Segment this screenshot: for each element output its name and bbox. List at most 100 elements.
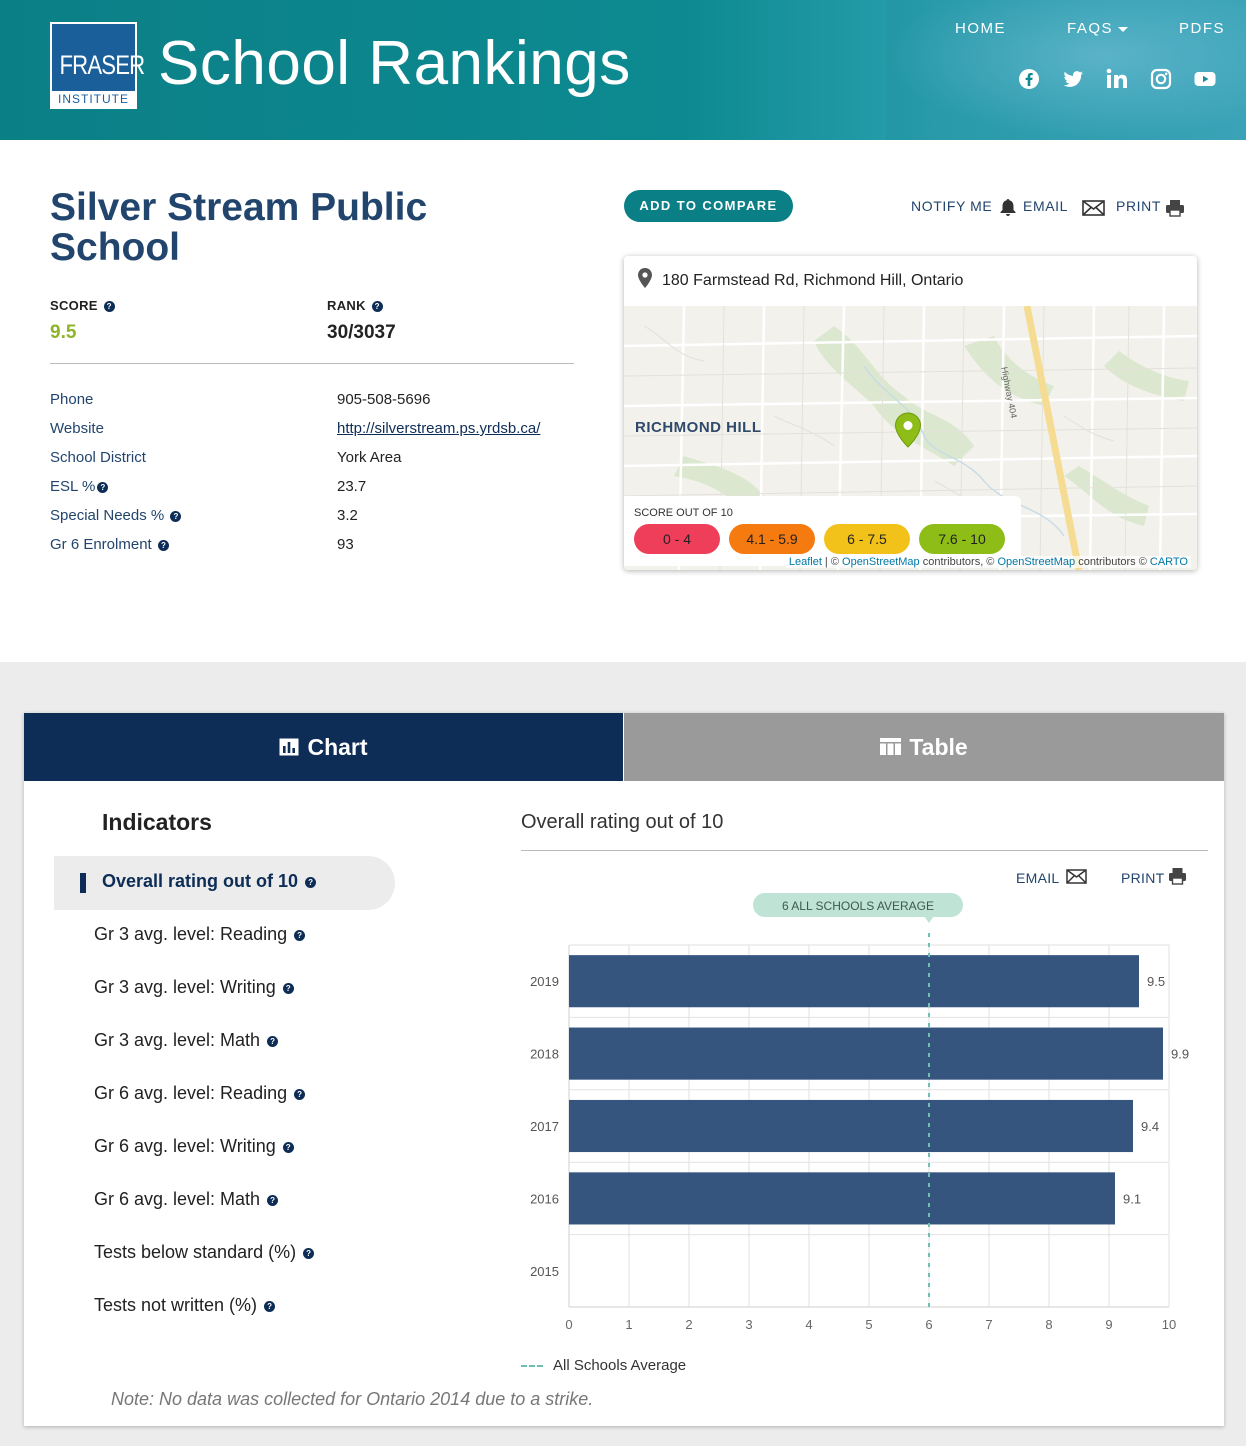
indicator-overall-rating[interactable]: Overall rating out of 10 ? bbox=[54, 856, 395, 910]
nav-faqs-label: FAQS bbox=[1067, 20, 1114, 37]
school-address: 180 Farmstead Rd, Richmond Hill, Ontario bbox=[662, 272, 964, 289]
chevron-down-icon bbox=[1118, 26, 1129, 32]
indicator-gr3-reading[interactable]: Gr 3 avg. level: Reading ? bbox=[94, 924, 306, 945]
nav-pdfs[interactable]: PDFS bbox=[1179, 20, 1226, 37]
help-icon[interactable]: ? bbox=[305, 876, 317, 888]
help-icon[interactable]: ? bbox=[264, 1300, 276, 1312]
help-icon[interactable]: ? bbox=[170, 510, 182, 522]
chart-legend: All Schools Average bbox=[521, 1357, 686, 1374]
x-tick-label: 2 bbox=[685, 1317, 692, 1332]
help-icon[interactable]: ? bbox=[371, 301, 383, 313]
score-legend: SCORE OUT OF 10 0 - 4 4.1 - 5.9 6 - 7.5 … bbox=[624, 496, 1021, 566]
tab-table-label: Table bbox=[909, 734, 968, 760]
help-icon[interactable]: ? bbox=[157, 539, 169, 551]
x-tick-label: 4 bbox=[805, 1317, 812, 1332]
indicator-label: Gr 6 avg. level: Reading bbox=[94, 1083, 288, 1103]
printer-icon[interactable] bbox=[1168, 867, 1187, 885]
bell-icon[interactable] bbox=[999, 198, 1017, 217]
osm-link[interactable]: OpenStreetMap bbox=[842, 556, 920, 568]
attribution-text: contributors © bbox=[1075, 556, 1150, 568]
table-icon bbox=[880, 738, 902, 756]
osm-link[interactable]: OpenStreetMap bbox=[997, 556, 1076, 568]
indicator-tests-not-written[interactable]: Tests not written (%) ? bbox=[94, 1295, 276, 1316]
y-category-label: 2016 bbox=[530, 1191, 559, 1206]
bar bbox=[569, 1099, 1133, 1153]
chart-print-button[interactable]: PRINT bbox=[1121, 870, 1165, 886]
x-tick-label: 5 bbox=[865, 1317, 872, 1332]
x-tick-label: 1 bbox=[625, 1317, 632, 1332]
printer-icon[interactable] bbox=[1165, 199, 1185, 217]
indicator-gr3-writing[interactable]: Gr 3 avg. level: Writing ? bbox=[94, 977, 294, 998]
school-marker-icon[interactable] bbox=[894, 412, 922, 448]
website-label: Website bbox=[50, 420, 104, 437]
envelope-icon[interactable] bbox=[1082, 200, 1105, 216]
logo-subtitle: INSTITUTE bbox=[52, 91, 135, 107]
average-badge bbox=[753, 893, 963, 917]
carto-link[interactable]: CARTO bbox=[1149, 556, 1188, 568]
dashed-line-swatch bbox=[521, 1365, 543, 1368]
add-to-compare-button[interactable]: ADD TO COMPARE bbox=[624, 190, 793, 222]
print-label: PRINT bbox=[1116, 198, 1161, 214]
legend-pill-6-7-5: 6 - 7.5 bbox=[824, 524, 910, 554]
indicator-gr3-math[interactable]: Gr 3 avg. level: Math ? bbox=[94, 1030, 279, 1051]
bar-value-label: 9.1 bbox=[1123, 1191, 1141, 1206]
chart-email-button[interactable]: EMAIL bbox=[1016, 870, 1060, 886]
linkedin-icon[interactable] bbox=[1106, 68, 1128, 90]
help-icon[interactable]: ? bbox=[282, 1141, 294, 1153]
indicator-gr6-reading[interactable]: Gr 6 avg. level: Reading ? bbox=[94, 1083, 306, 1104]
map-attribution: Leaflet | © OpenStreetMap contributors, … bbox=[785, 556, 1191, 568]
help-icon[interactable]: ? bbox=[267, 1035, 279, 1047]
y-category-label: 2017 bbox=[530, 1119, 559, 1134]
leaflet-link[interactable]: Leaflet bbox=[788, 556, 822, 568]
indicator-tests-below-standard[interactable]: Tests below standard (%) ? bbox=[94, 1242, 315, 1263]
website-link[interactable]: http://silverstream.ps.yrdsb.ca/ bbox=[337, 420, 541, 437]
help-icon[interactable]: ? bbox=[294, 1088, 306, 1100]
tab-chart[interactable]: Chart bbox=[24, 713, 623, 781]
print-label: PRINT bbox=[1121, 870, 1165, 886]
results-panel: Chart Table Indicators Overall rating ou… bbox=[24, 713, 1224, 1426]
envelope-icon[interactable] bbox=[1066, 869, 1087, 884]
special-needs-label: Special Needs % ? bbox=[50, 507, 182, 524]
indicator-gr6-math[interactable]: Gr 6 avg. level: Math ? bbox=[94, 1189, 279, 1210]
help-icon[interactable]: ? bbox=[294, 929, 306, 941]
school-district-value: York Area bbox=[337, 449, 402, 466]
indicator-label: Tests below standard (%) bbox=[94, 1242, 297, 1262]
legend-pill-0-4: 0 - 4 bbox=[634, 524, 720, 554]
school-district-label: School District bbox=[50, 449, 146, 466]
help-icon[interactable]: ? bbox=[97, 481, 109, 493]
indicator-label: Gr 3 avg. level: Math bbox=[94, 1030, 261, 1050]
instagram-icon[interactable] bbox=[1150, 68, 1172, 90]
help-icon[interactable]: ? bbox=[282, 982, 294, 994]
rank-label: RANK ? bbox=[327, 298, 383, 313]
average-badge-label: 6 ALL SCHOOLS AVERAGE bbox=[782, 899, 934, 913]
notify-me-button[interactable]: NOTIFY ME bbox=[911, 198, 992, 214]
help-icon[interactable]: ? bbox=[303, 1247, 315, 1259]
email-label: EMAIL bbox=[1023, 198, 1069, 214]
youtube-icon[interactable] bbox=[1194, 68, 1216, 90]
divider bbox=[50, 363, 574, 364]
site-title: School Rankings bbox=[158, 29, 631, 98]
legend-title: SCORE OUT OF 10 bbox=[634, 507, 733, 519]
indicator-label: Tests not written (%) bbox=[94, 1295, 258, 1315]
score-label-text: SCORE bbox=[50, 298, 98, 313]
x-tick-label: 3 bbox=[745, 1317, 752, 1332]
fraser-institute-logo[interactable]: FRASER INSTITUTE bbox=[50, 22, 145, 109]
print-button[interactable]: PRINT bbox=[1116, 198, 1161, 214]
help-icon[interactable]: ? bbox=[267, 1194, 279, 1206]
indicator-label-text: Overall rating out of 10 bbox=[102, 871, 299, 891]
twitter-icon[interactable] bbox=[1062, 68, 1084, 90]
nav-faqs[interactable]: FAQS bbox=[1067, 20, 1129, 37]
site-header: FRASER INSTITUTE School Rankings HOME FA… bbox=[0, 0, 1246, 140]
bar bbox=[569, 1172, 1115, 1225]
nav-home[interactable]: HOME bbox=[955, 20, 1006, 37]
email-button[interactable]: EMAIL bbox=[1023, 198, 1068, 214]
rank-label-text: RANK bbox=[327, 298, 366, 313]
gr6-enrolment-label: Gr 6 Enrolment ? bbox=[50, 536, 169, 553]
tab-table[interactable]: Table bbox=[624, 713, 1224, 781]
school-name: Silver Stream Public School bbox=[50, 186, 428, 269]
score-label: SCORE ? bbox=[50, 298, 115, 313]
facebook-icon[interactable] bbox=[1018, 68, 1040, 90]
indicators-heading: Indicators bbox=[102, 809, 212, 835]
indicator-gr6-writing[interactable]: Gr 6 avg. level: Writing ? bbox=[94, 1136, 294, 1157]
help-icon[interactable]: ? bbox=[103, 301, 115, 313]
